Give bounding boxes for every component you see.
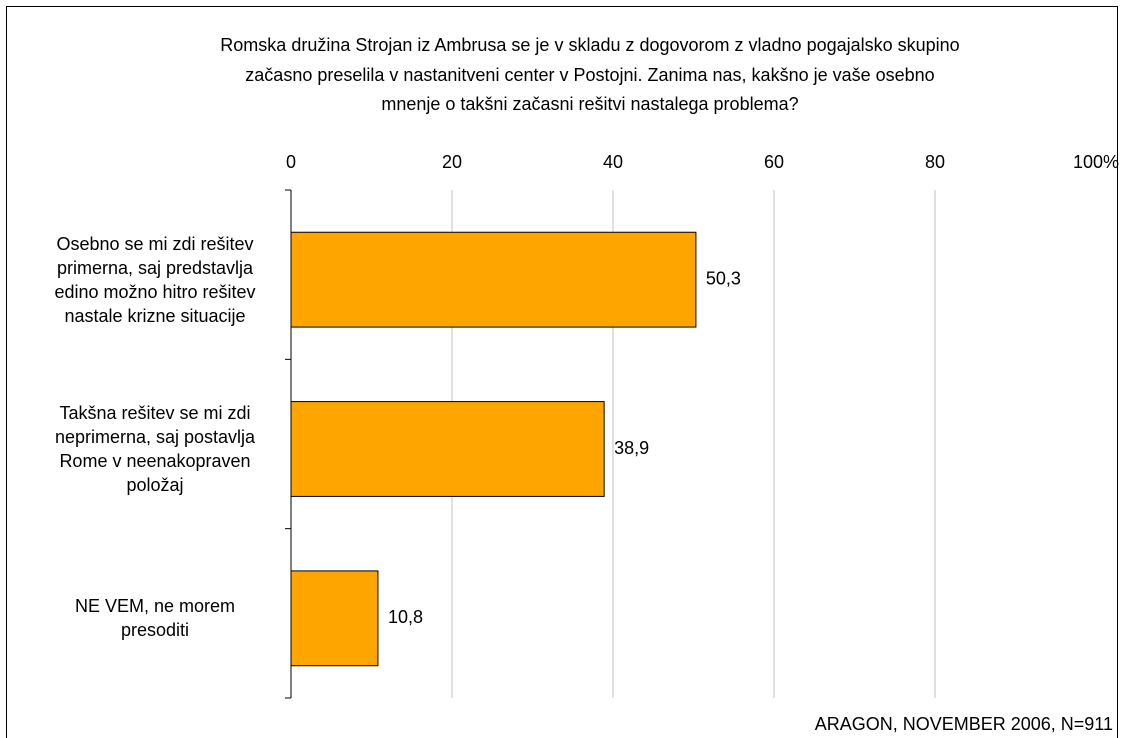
frame: [6, 6, 1118, 738]
bar: [290, 231, 697, 328]
category-label: NE VEM, ne morem presoditi: [74, 596, 236, 641]
value-label: 38,9: [614, 438, 649, 458]
x-tick-label: 100%: [1073, 152, 1119, 172]
chart-title: začasno preselila v nastanitveni center …: [245, 65, 934, 85]
x-tick-label: 80: [925, 152, 945, 172]
x-tick-label: 40: [603, 152, 623, 172]
category-label: Takšna rešitev se mi zdi neprimerna, saj…: [54, 403, 256, 495]
category-label: Osebno se mi zdi rešitev primerna, saj p…: [54, 233, 256, 326]
chart-title: Romska družina Strojan iz Ambrusa se je …: [220, 35, 959, 55]
bar: [290, 401, 605, 497]
x-tick-label: 20: [442, 152, 462, 172]
value-label: 10,8: [388, 607, 423, 627]
value-label: 50,3: [706, 268, 741, 288]
x-tick-label: 0: [286, 152, 296, 172]
source-note: ARAGON, NOVEMBER 2006, N=911: [815, 714, 1113, 734]
x-tick-label: 60: [764, 152, 784, 172]
bar: [290, 570, 379, 667]
chart-title: mnenje o takšni začasni rešitvi nastaleg…: [381, 94, 798, 114]
